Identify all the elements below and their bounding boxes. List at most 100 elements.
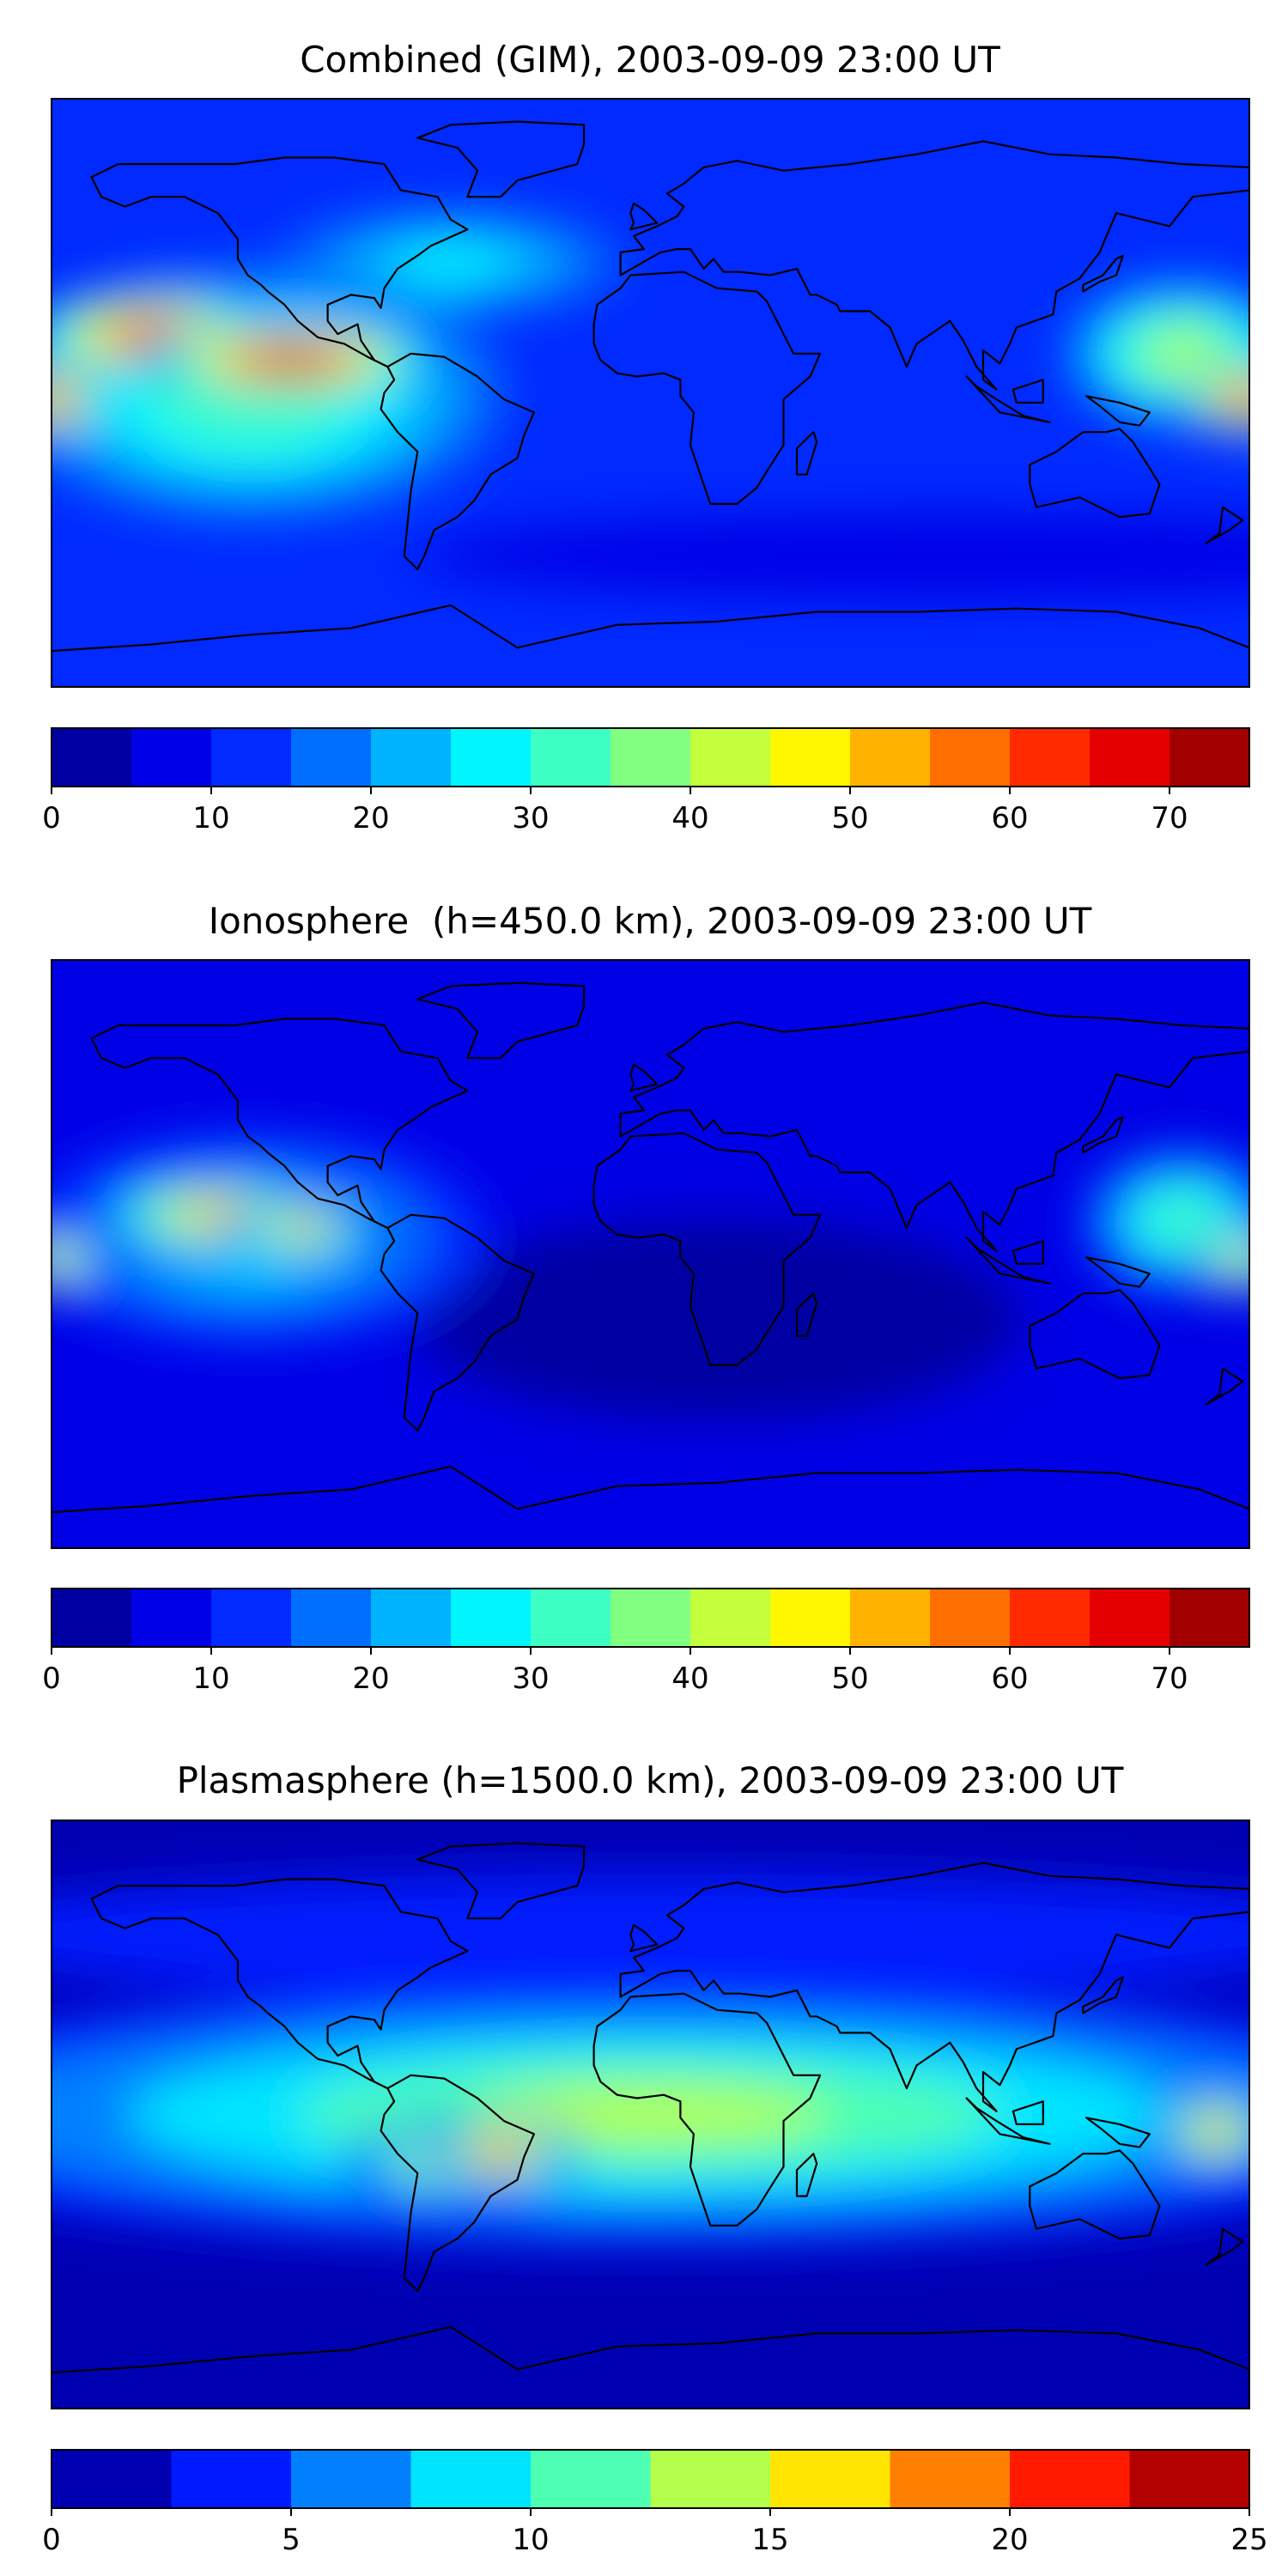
colorbar-tick-label: 70: [1151, 1662, 1188, 1696]
colorbar: [51, 727, 1250, 787]
coastline: [1012, 2100, 1044, 2125]
contour-level: [52, 1873, 1249, 1996]
coastline: [619, 1001, 1249, 1252]
colorbar-bin: [770, 1589, 851, 1647]
heatmap-field: [52, 960, 1249, 1548]
coastline: [416, 981, 586, 1060]
colorbar-tick-label: 10: [192, 1662, 229, 1696]
colorbar-tick-label: 0: [42, 2523, 61, 2557]
colorbar-tick-label: 0: [42, 1662, 61, 1696]
contour-level: [201, 1208, 235, 1222]
colorbar: [51, 1588, 1250, 1648]
colorbar-bin: [531, 1589, 611, 1647]
coastline: [1085, 2117, 1151, 2148]
coastline: [90, 1878, 469, 2090]
colorbar-ticks: 0 10 20 30 40 50 60 70: [42, 1647, 1188, 1696]
chart-title: Plasmasphere (h=1500.0 km), 2003-09-09 2…: [177, 1759, 1124, 1801]
colorbar-tick-label: 40: [671, 801, 708, 835]
field-blobs: [52, 210, 1249, 598]
colorbar-bin: [1090, 728, 1170, 787]
coastline: [1085, 1256, 1151, 1288]
colorbar-bin: [930, 728, 1011, 787]
coastline: [795, 431, 818, 476]
contour-level: [290, 1223, 313, 1233]
colorbar-bin: [1010, 2450, 1130, 2508]
coastline: [965, 375, 1051, 423]
coastline: [52, 604, 1249, 687]
coastlines: [52, 1842, 1249, 2409]
coastline: [592, 1992, 822, 2227]
colorbar-frame: [51, 727, 1250, 787]
colorbar-bin: [531, 728, 611, 787]
coastline: [90, 156, 469, 368]
colorbar-bin: [1170, 1589, 1250, 1647]
colorbar-tick-label: 20: [991, 2523, 1028, 2557]
coastline: [965, 1236, 1051, 1285]
colorbar-bin: [52, 2450, 172, 2508]
coastline: [795, 2153, 818, 2197]
colorbar-bin: [690, 728, 771, 787]
coastline: [592, 270, 822, 505]
colorbar-tick-label: 60: [991, 1662, 1028, 1696]
colorbar-bin: [211, 1589, 292, 1647]
plot-frame: [51, 1820, 1250, 2409]
colorbar-bin: [52, 728, 132, 787]
contour-level: [1240, 393, 1249, 405]
colorbar-tick-label: 10: [192, 801, 229, 835]
coastline: [619, 140, 1249, 391]
colorbar-bin: [371, 728, 452, 787]
field-blobs: [52, 1130, 1249, 1420]
contour-level: [1204, 2123, 1229, 2140]
colorbar-tick-label: 30: [512, 801, 549, 835]
colorbar-bin: [690, 1589, 771, 1647]
colorbar-bin: [611, 728, 691, 787]
coastline: [380, 352, 535, 571]
colorbar-tick-label: 50: [831, 801, 868, 835]
colorbar-ticks: 0 10 20 30 40 50 60 70: [42, 787, 1188, 835]
panel-combined: Combined (GIM), 2003-09-09 23:00 UT 0 10…: [42, 39, 1250, 835]
colorbar-tick-label: 40: [671, 1662, 708, 1696]
colorbar-bin: [131, 1589, 212, 1647]
coastlines: [52, 981, 1249, 1548]
field-blobs: [52, 1873, 1249, 2248]
coastline: [1029, 428, 1161, 519]
colorbar-bin: [1129, 2450, 1250, 2508]
colorbar-tick-label: 30: [512, 1662, 549, 1696]
coastline: [795, 1292, 818, 1337]
contour-level: [276, 355, 307, 366]
coastline: [965, 2097, 1051, 2145]
coastline: [416, 120, 586, 198]
colorbar: [51, 2449, 1250, 2509]
coastlines: [52, 120, 1249, 687]
colorbar-bin: [1010, 728, 1091, 787]
colorbar-bin: [1010, 1589, 1091, 1647]
colorbar-tick-label: 15: [751, 2523, 788, 2557]
chart-title: Combined (GIM), 2003-09-09 23:00 UT: [300, 39, 1000, 81]
coastline: [619, 1862, 1249, 2112]
contour-level: [52, 393, 59, 405]
coastline: [1029, 2149, 1161, 2240]
coastline: [1085, 395, 1151, 427]
coastline: [1082, 254, 1124, 293]
colorbar-tick-label: 20: [352, 1662, 389, 1696]
coastline: [1205, 1367, 1244, 1406]
coastline: [1205, 2227, 1244, 2266]
colorbar-bin: [451, 1589, 532, 1647]
coastline: [1012, 1240, 1044, 1265]
colorbar-tick-label: 10: [512, 2523, 549, 2557]
chart-title: Ionosphere (h=450.0 km), 2003-09-09 23:0…: [209, 900, 1092, 942]
contour-level: [137, 327, 166, 341]
colorbar-bin: [52, 1589, 132, 1647]
colorbar-bin: [211, 728, 292, 787]
colorbar-bin: [611, 1589, 691, 1647]
coastline: [1029, 1289, 1161, 1380]
colorbar-bin: [451, 728, 532, 787]
contour-level: [474, 2086, 827, 2143]
colorbar-tick-label: 5: [282, 2523, 301, 2557]
colorbar-bin: [410, 2450, 532, 2508]
colorbar-tick-label: 0: [42, 801, 61, 835]
panel-ionosphere: Ionosphere (h=450.0 km), 2003-09-09 23:0…: [42, 900, 1250, 1696]
heatmap-field: [52, 99, 1249, 687]
coastline: [380, 2074, 535, 2293]
